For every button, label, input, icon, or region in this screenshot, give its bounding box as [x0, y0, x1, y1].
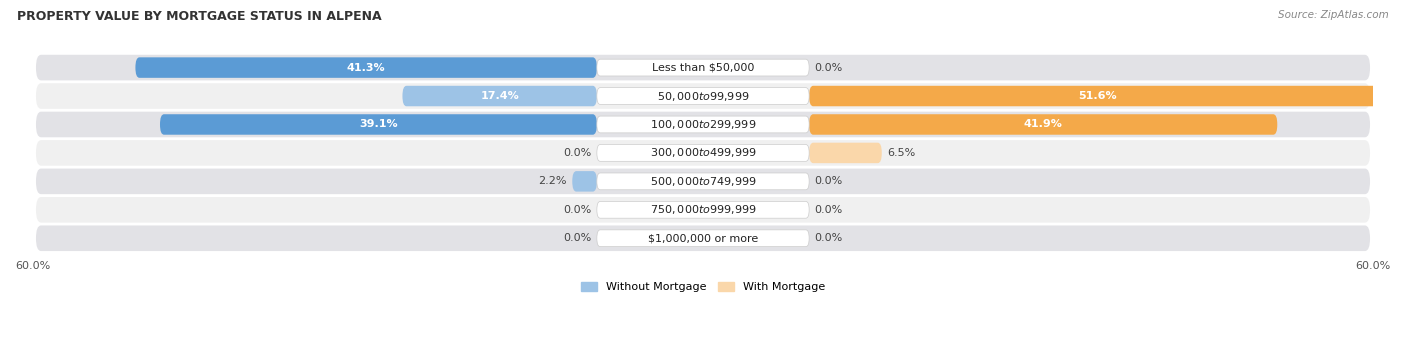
Text: $500,000 to $749,999: $500,000 to $749,999 — [650, 175, 756, 188]
Text: 0.0%: 0.0% — [814, 176, 844, 187]
FancyBboxPatch shape — [808, 86, 1386, 106]
FancyBboxPatch shape — [598, 145, 808, 161]
Text: 41.9%: 41.9% — [1024, 119, 1063, 130]
Text: 0.0%: 0.0% — [814, 205, 844, 215]
FancyBboxPatch shape — [135, 57, 598, 78]
Text: $750,000 to $999,999: $750,000 to $999,999 — [650, 203, 756, 216]
Text: $300,000 to $499,999: $300,000 to $499,999 — [650, 146, 756, 160]
Text: 2.2%: 2.2% — [538, 176, 567, 187]
FancyBboxPatch shape — [808, 143, 882, 163]
FancyBboxPatch shape — [37, 55, 1369, 80]
FancyBboxPatch shape — [37, 168, 1369, 194]
FancyBboxPatch shape — [37, 83, 1369, 109]
Text: PROPERTY VALUE BY MORTGAGE STATUS IN ALPENA: PROPERTY VALUE BY MORTGAGE STATUS IN ALP… — [17, 10, 381, 23]
FancyBboxPatch shape — [598, 88, 808, 104]
Text: Source: ZipAtlas.com: Source: ZipAtlas.com — [1278, 10, 1389, 20]
Text: 0.0%: 0.0% — [814, 63, 844, 73]
Text: 51.6%: 51.6% — [1078, 91, 1116, 101]
FancyBboxPatch shape — [37, 112, 1369, 137]
Text: 0.0%: 0.0% — [562, 205, 592, 215]
Text: $1,000,000 or more: $1,000,000 or more — [648, 233, 758, 243]
Text: 6.5%: 6.5% — [887, 148, 915, 158]
FancyBboxPatch shape — [402, 86, 598, 106]
FancyBboxPatch shape — [598, 230, 808, 247]
FancyBboxPatch shape — [37, 197, 1369, 223]
FancyBboxPatch shape — [37, 140, 1369, 166]
FancyBboxPatch shape — [598, 202, 808, 218]
Text: $50,000 to $99,999: $50,000 to $99,999 — [657, 90, 749, 103]
FancyBboxPatch shape — [572, 171, 598, 192]
FancyBboxPatch shape — [598, 59, 808, 76]
Text: 17.4%: 17.4% — [481, 91, 519, 101]
Text: $100,000 to $299,999: $100,000 to $299,999 — [650, 118, 756, 131]
FancyBboxPatch shape — [37, 225, 1369, 251]
FancyBboxPatch shape — [598, 173, 808, 190]
Text: 39.1%: 39.1% — [359, 119, 398, 130]
Text: 0.0%: 0.0% — [814, 233, 844, 243]
Text: 0.0%: 0.0% — [562, 233, 592, 243]
Legend: Without Mortgage, With Mortgage: Without Mortgage, With Mortgage — [576, 278, 830, 297]
FancyBboxPatch shape — [808, 114, 1277, 135]
Text: Less than $50,000: Less than $50,000 — [652, 63, 754, 73]
FancyBboxPatch shape — [598, 116, 808, 133]
Text: 0.0%: 0.0% — [562, 148, 592, 158]
Text: 41.3%: 41.3% — [347, 63, 385, 73]
FancyBboxPatch shape — [160, 114, 598, 135]
